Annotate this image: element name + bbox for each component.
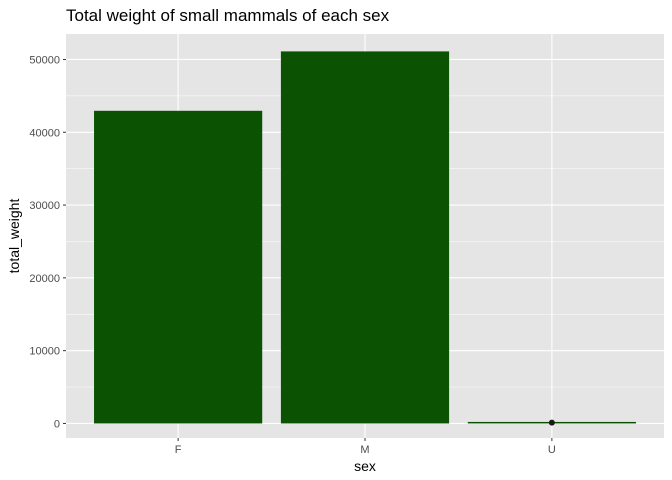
x-tick-label: M — [360, 444, 369, 456]
x-tick-label: F — [175, 444, 182, 456]
y-tick-label: 40000 — [29, 127, 60, 139]
y-axis-title: total_weight — [6, 199, 22, 274]
y-tick-label: 10000 — [29, 346, 60, 358]
x-tick-label: U — [548, 444, 556, 456]
y-tick-label: 0 — [54, 418, 60, 430]
point-U — [548, 419, 555, 426]
bars — [94, 51, 636, 426]
x-axis-title: sex — [354, 458, 376, 474]
y-tick-label: 50000 — [29, 54, 60, 66]
y-tick-label: 30000 — [29, 200, 60, 212]
y-axis-ticks: 0 10000 20000 30000 40000 50000 — [29, 54, 66, 430]
bar-F — [94, 110, 263, 424]
y-tick-label: 20000 — [29, 273, 60, 285]
chart-title: Total weight of small mammals of each se… — [66, 6, 390, 25]
bar-M — [280, 51, 450, 424]
